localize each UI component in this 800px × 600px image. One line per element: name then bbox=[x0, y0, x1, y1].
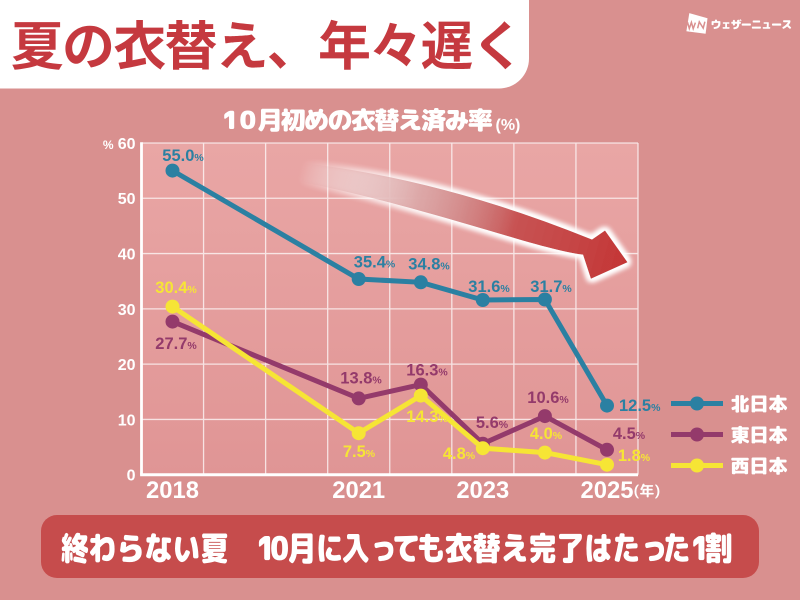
svg-text:30: 30 bbox=[118, 302, 136, 319]
svg-text:2018: 2018 bbox=[146, 477, 199, 504]
svg-text:1.8%: 1.8% bbox=[618, 447, 651, 465]
svg-text:2021: 2021 bbox=[332, 477, 385, 504]
svg-text:40: 40 bbox=[118, 247, 136, 264]
svg-text:27.7%: 27.7% bbox=[155, 335, 197, 353]
svg-text:10: 10 bbox=[118, 412, 136, 429]
svg-text:20: 20 bbox=[118, 357, 136, 374]
svg-text:55.0%: 55.0% bbox=[162, 147, 204, 165]
svg-text:%: % bbox=[103, 138, 114, 152]
svg-text:7.5%: 7.5% bbox=[343, 443, 376, 461]
svg-text:2023: 2023 bbox=[456, 477, 509, 504]
svg-text:4.8%: 4.8% bbox=[443, 445, 476, 463]
svg-text:16.3%: 16.3% bbox=[406, 361, 448, 379]
svg-text:13.8%: 13.8% bbox=[340, 370, 382, 388]
svg-text:31.7%: 31.7% bbox=[530, 278, 572, 296]
svg-text:5.6%: 5.6% bbox=[476, 414, 509, 432]
svg-text:12.5%: 12.5% bbox=[619, 397, 661, 415]
svg-text:31.6%: 31.6% bbox=[468, 278, 510, 296]
svg-text:4.0%: 4.0% bbox=[530, 425, 563, 443]
svg-text:30.4%: 30.4% bbox=[155, 279, 197, 297]
svg-text:60: 60 bbox=[118, 136, 136, 153]
svg-text:0: 0 bbox=[127, 468, 136, 485]
svg-text:10.6%: 10.6% bbox=[527, 389, 569, 407]
svg-text:34.8%: 34.8% bbox=[408, 256, 450, 274]
svg-text:(%): (%) bbox=[496, 117, 521, 134]
svg-text:50: 50 bbox=[118, 191, 136, 208]
svg-text:4.5%: 4.5% bbox=[613, 425, 646, 443]
svg-text:2025: 2025 bbox=[581, 477, 634, 504]
svg-text:14.3%: 14.3% bbox=[406, 408, 448, 426]
svg-text:35.4%: 35.4% bbox=[354, 254, 396, 272]
